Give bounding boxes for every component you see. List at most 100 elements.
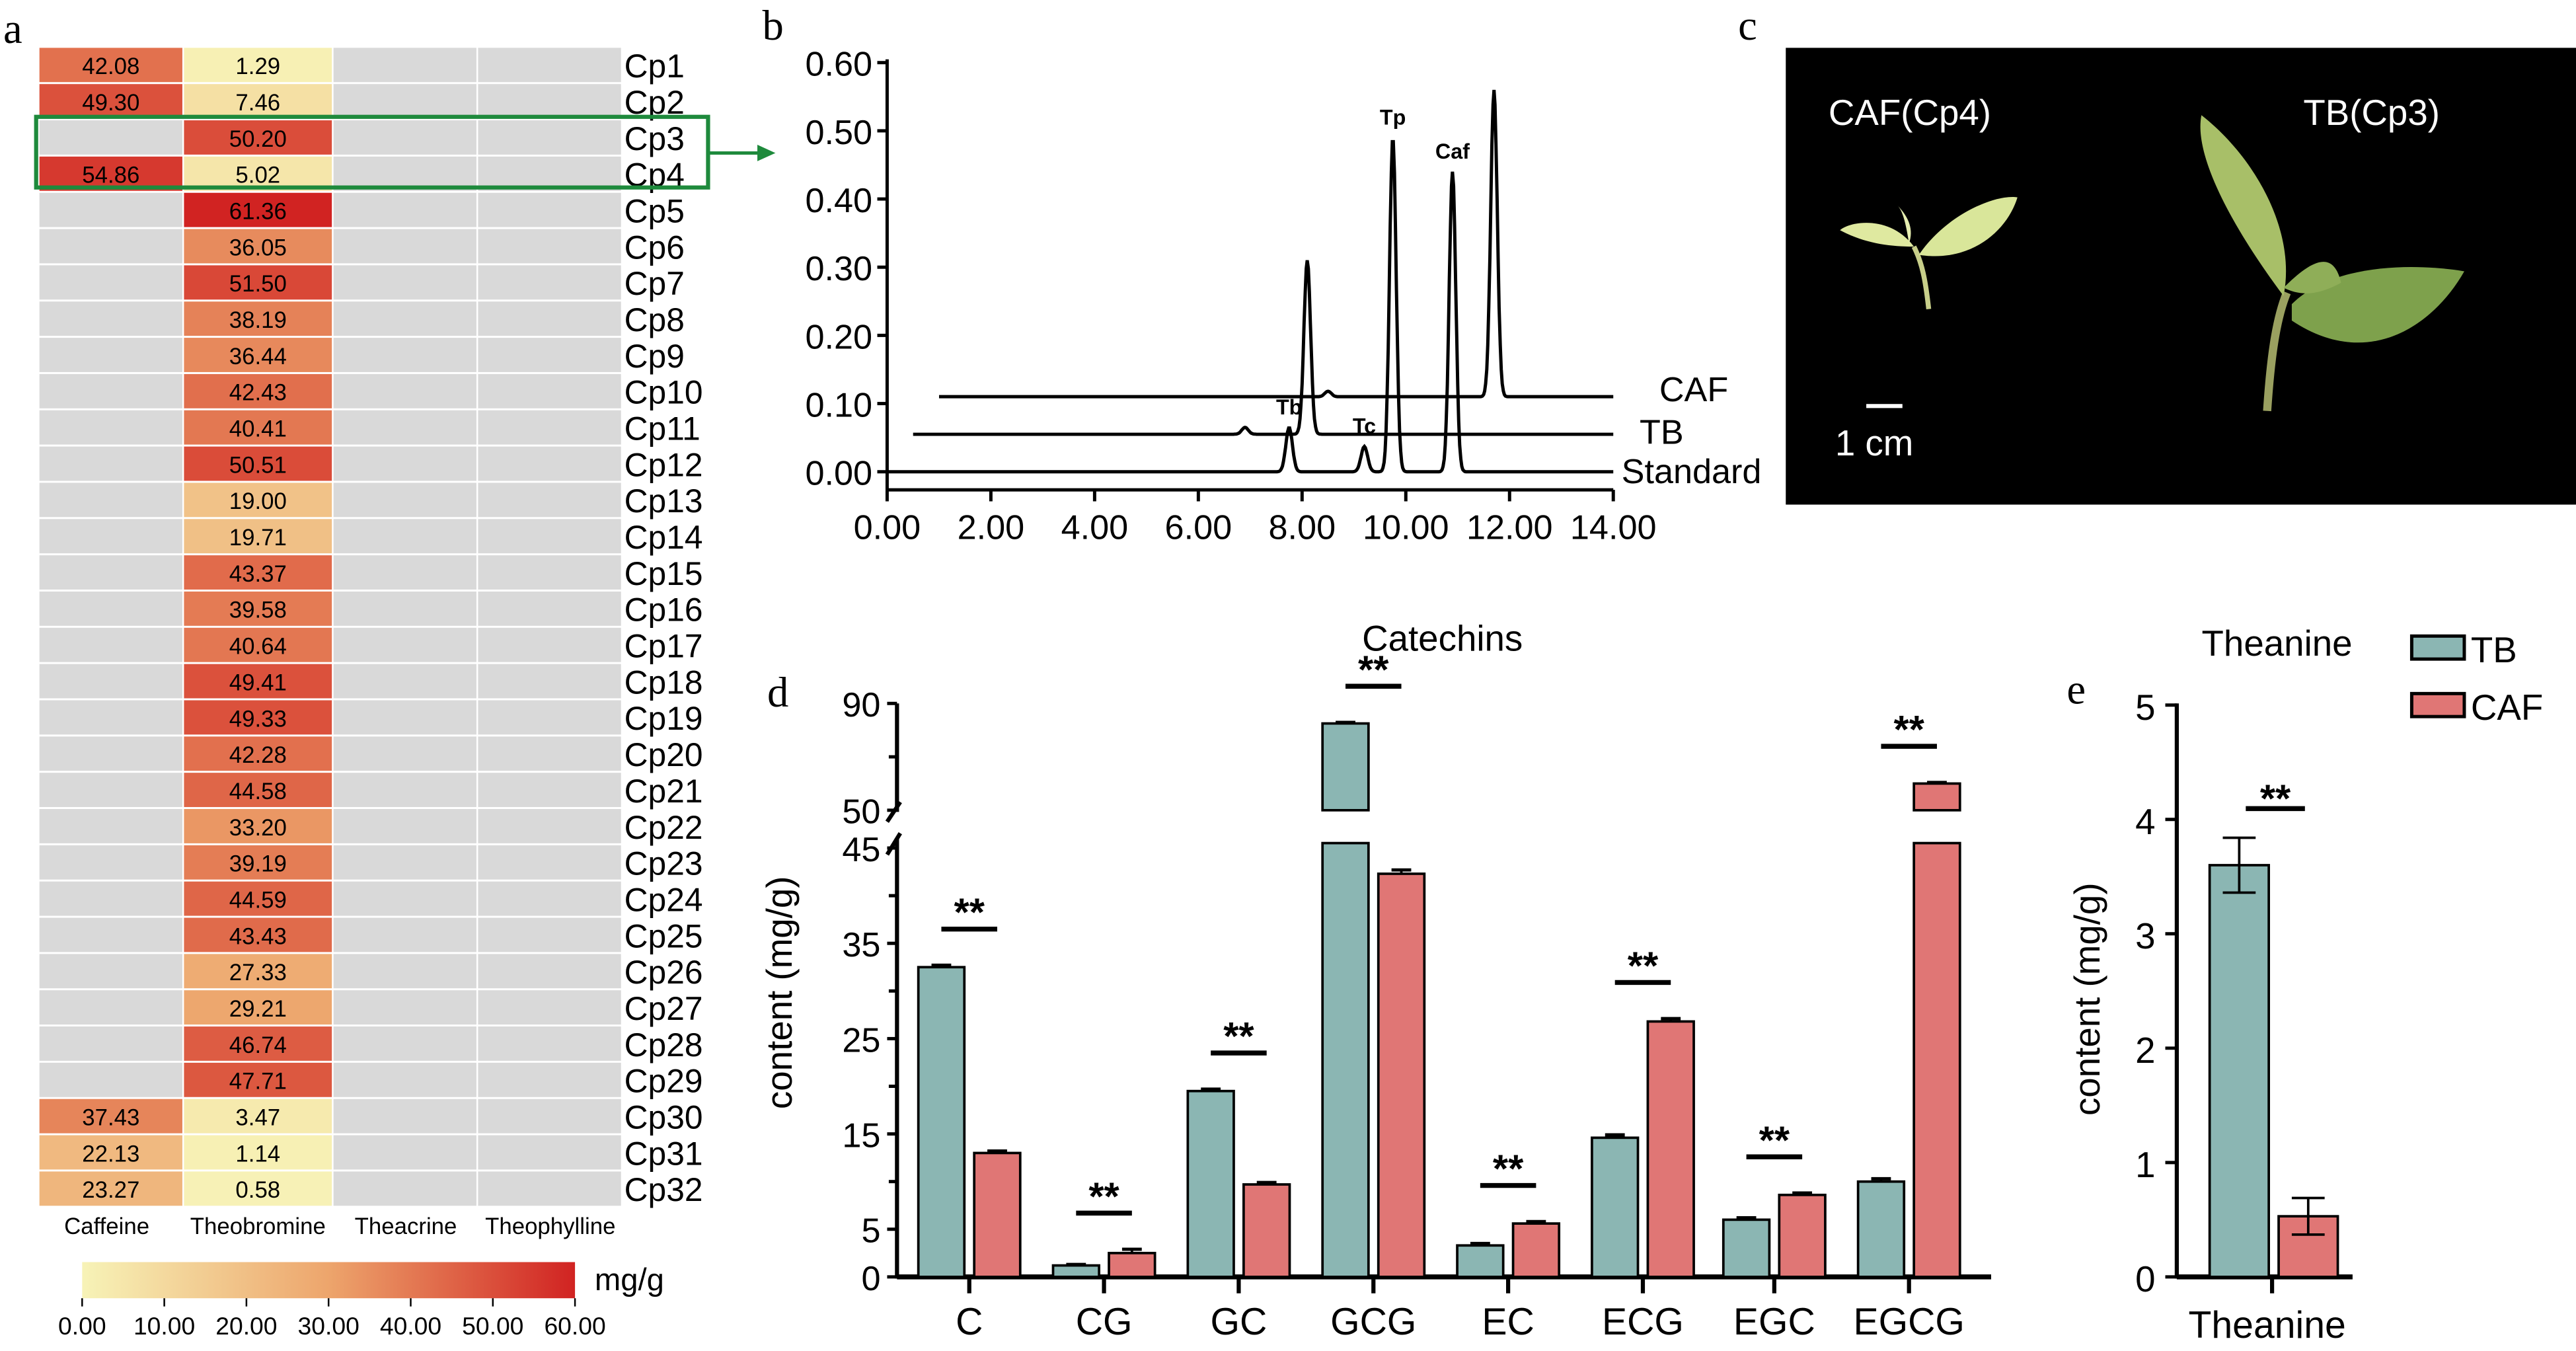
caf-leaf-image (1840, 197, 2018, 310)
heatmap-cell-value: 27.33 (229, 960, 287, 985)
heatmap-cell (39, 373, 182, 408)
heatmap-cell-value: 29.21 (229, 996, 287, 1022)
heatmap-cell (333, 410, 476, 445)
heatmap-cell (478, 519, 621, 554)
heatmap-cell-value: 42.43 (229, 380, 287, 406)
heatmap-cell (184, 773, 332, 808)
chromatogram-panel: 0.00 0.10 0.20 0.30 0.40 0.50 0.60 0.00 2.00 4.00… (805, 46, 1761, 547)
heatmap-cell (184, 700, 332, 735)
significance-marker: ** (1358, 647, 1389, 691)
significance-marker: ** (1628, 943, 1659, 987)
trace-label: CAF (1659, 371, 1728, 409)
colorbar-unit-label: mg/g (595, 1262, 664, 1297)
heatmap-cell-value: 54.86 (82, 163, 139, 188)
panel-letter-b: b (762, 1, 783, 49)
heatmap-cell (39, 845, 182, 880)
heatmap-row-label: Cp9 (625, 338, 685, 375)
heatmap-cell (39, 1062, 182, 1097)
bar-caf (1913, 841, 1961, 1278)
heatmap-cell (39, 1026, 182, 1061)
heatmap-cell (184, 338, 332, 372)
heatmap-cell (478, 446, 621, 481)
heatmap-cell-value: 23.27 (82, 1177, 139, 1203)
heatmap-cell-value: 43.37 (229, 561, 287, 587)
x-tick-label: EGC (1733, 1301, 1815, 1343)
leaf-photo-panel: CAF(Cp4) TB(Cp3) 1 cm (1786, 48, 2576, 505)
heatmap-cell-value: 36.44 (229, 344, 287, 369)
x-tick-label: ECG (1602, 1301, 1684, 1343)
heatmap-cell (184, 265, 332, 300)
heatmap-cell (184, 1135, 332, 1170)
colorbar-tick-label: 20.00 (215, 1312, 277, 1340)
heatmap-cell (39, 48, 182, 83)
heatmap-column-label: Theophylline (485, 1214, 615, 1239)
heatmap-cell (333, 845, 476, 880)
heatmap-cell-value: 3.47 (235, 1105, 280, 1131)
heatmap-column-label: Theobromine (190, 1214, 326, 1239)
colorbar-tick-label: 60.00 (544, 1312, 605, 1340)
heatmap-row-label: Cp5 (625, 192, 685, 229)
significance-marker: ** (1893, 707, 1924, 752)
heatmap-cell (333, 627, 476, 662)
x-tick-label: 10.00 (1363, 509, 1449, 547)
panel-letter-e: e (2066, 665, 2086, 713)
heatmap-cell (39, 338, 182, 372)
heatmap-row-label: Cp13 (625, 482, 703, 520)
heatmap-cell-value: 1.29 (235, 54, 280, 79)
heatmap-cell (478, 301, 621, 336)
heatmap-cell (39, 736, 182, 771)
tb-leaf-image (2200, 115, 2464, 412)
heatmap-cell (39, 192, 182, 227)
heatmap-cell (333, 519, 476, 554)
heatmap-row-label: Cp3 (625, 120, 685, 157)
heatmap-row-label: Cp31 (625, 1135, 703, 1172)
heatmap-cell (184, 917, 332, 952)
heatmap-column-label: Theacrine (355, 1214, 457, 1239)
significance-marker: ** (954, 890, 985, 935)
y-tick-label: 0.30 (805, 250, 872, 288)
heatmap-cell (333, 1026, 476, 1061)
x-tick-label: 8.00 (1269, 509, 1336, 547)
heatmap-row-label: Cp18 (625, 664, 703, 701)
chart-title: Catechins (1362, 618, 1523, 659)
significance-marker: ** (1759, 1118, 1790, 1162)
heatmap-row-label: Cp27 (625, 990, 703, 1027)
y-tick-label: 0.10 (805, 386, 872, 424)
bar-caf-upper (1913, 782, 1961, 812)
bar-tb (1321, 841, 1370, 1278)
heatmap-cell (478, 736, 621, 771)
heatmap-cell (333, 881, 476, 916)
heatmap-cell (184, 410, 332, 445)
heatmap-cell (478, 591, 621, 626)
heatmap-row-label: Cp19 (625, 700, 703, 737)
y-axis-label: content (mg/g) (2066, 882, 2107, 1116)
heatmap-cell (478, 555, 621, 590)
heatmap-panel: 42.08 1.29 Cp1 49.30 7.46 Cp2 50.20 Cp3 54.86 5.0… (34, 48, 776, 1340)
x-tick-label: 0.00 (854, 509, 921, 547)
x-tick-label: 6.00 (1165, 509, 1232, 547)
heatmap-cell-value: 42.28 (229, 742, 287, 768)
heatmap-cell-value: 50.20 (229, 126, 287, 152)
heatmap-cell-value: 1.14 (235, 1141, 280, 1167)
heatmap-cell-value: 33.20 (229, 815, 287, 841)
heatmap-cell (39, 1099, 182, 1134)
heatmap-cell (478, 881, 621, 916)
heatmap-cell (333, 1171, 476, 1206)
y-tick-label: 0.50 (805, 114, 872, 152)
chart-title: Theanine (2202, 623, 2353, 664)
axis-break-mark (885, 832, 902, 856)
heatmap-row-label: Cp14 (625, 519, 703, 556)
heatmap-cell (478, 954, 621, 989)
photo-label-caf: CAF(Cp4) (1829, 92, 1991, 133)
heatmap-cell (333, 917, 476, 952)
legend-swatch-caf (2409, 691, 2466, 718)
heatmap-cell (333, 192, 476, 227)
heatmap-cell (184, 809, 332, 843)
heatmap-cell (39, 410, 182, 445)
legend-swatch-tb (2409, 634, 2466, 661)
peak-label: Tc (1353, 414, 1376, 438)
colorbar-tick-label: 10.00 (133, 1312, 195, 1340)
heatmap-cell (333, 664, 476, 699)
heatmap-cell (184, 373, 332, 408)
